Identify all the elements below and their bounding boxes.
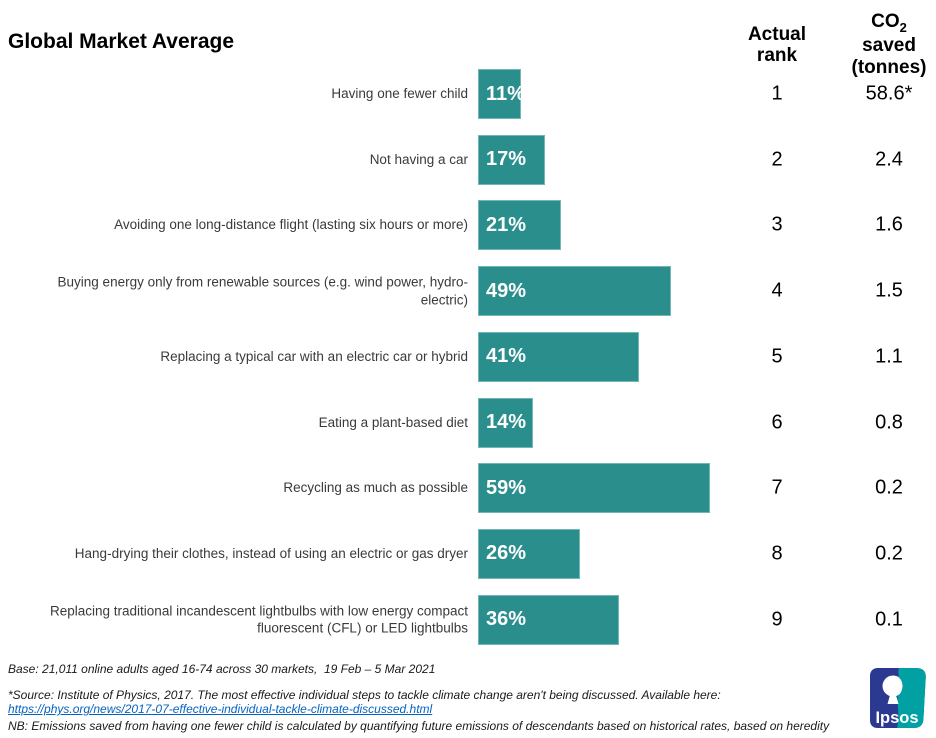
bar: 14% — [478, 397, 533, 448]
chart-row: Replacing a typical car with an electric… — [0, 331, 936, 382]
bar: 17% — [478, 134, 545, 185]
source-note: *Source: Institute of Physics, 2017. The… — [8, 688, 721, 702]
bar-value-label: 11% — [486, 82, 525, 105]
category-label: Eating a plant-based diet — [318, 414, 468, 430]
bar: 21% — [478, 200, 561, 251]
co2-header-saved: saved — [862, 35, 916, 57]
co2-value: 1.5 — [875, 279, 903, 302]
co2-value: 0.2 — [875, 542, 903, 565]
co2-value: 1.6 — [875, 213, 903, 236]
bar-value-label: 41% — [486, 345, 527, 368]
column-header-co2-saved: CO2 saved (tonnes) — [842, 11, 936, 78]
category-label: Hang-drying their clothes, instead of us… — [74, 546, 468, 562]
bar: 49% — [478, 266, 671, 317]
bar-value-label: 14% — [486, 411, 527, 433]
category-label: Buying energy only from renewable source… — [57, 274, 468, 308]
chart-row: Buying energy only from renewable source… — [0, 266, 936, 317]
page-title: Global Market Average — [8, 30, 235, 53]
category-label: Replacing a typical car with an electric… — [160, 349, 468, 365]
co2-value: 1.1 — [875, 345, 903, 368]
chart-row: Having one fewer child 11% 1 58.6* — [0, 69, 936, 119]
column-header-actual-rank: Actual rank — [747, 24, 807, 67]
co2-header-formula: CO2 — [871, 11, 907, 35]
co2-value: 0.2 — [875, 476, 903, 499]
category-label: Not having a car — [369, 151, 468, 167]
rank-value: 1 — [771, 82, 783, 105]
source-link[interactable]: https://phys.org/news/2017-07-effective-… — [8, 702, 433, 716]
bar-value-label: 36% — [486, 608, 527, 631]
bar-value-label: 59% — [486, 476, 527, 499]
bar-value-label: 17% — [486, 148, 527, 171]
bar: 36% — [478, 594, 619, 645]
logo-face-profile — [897, 676, 907, 697]
chart-row: Replacing traditional incandescent light… — [0, 594, 936, 645]
logo-wordmark: Ipsos — [875, 709, 918, 727]
rank-value: 3 — [771, 213, 783, 236]
chart-row: Recycling as much as possible 59% 7 0.2 — [0, 463, 936, 514]
rank-value: 7 — [771, 476, 783, 499]
chart-row: Eating a plant-based diet 14% 6 0.8 — [0, 397, 936, 448]
rank-value: 5 — [771, 345, 783, 368]
bar-value-label: 49% — [486, 279, 527, 302]
bar: 59% — [478, 463, 710, 514]
chart-row: Hang-drying their clothes, instead of us… — [0, 528, 936, 579]
rank-value: 6 — [771, 411, 783, 433]
ipsos-logo: Ipsos — [870, 668, 926, 728]
co2-header-tonnes: (tonnes) — [851, 56, 927, 78]
bar: 11% — [478, 69, 525, 119]
base-note: Base: 21,011 online adults aged 16-74 ac… — [8, 662, 436, 676]
bar: 41% — [478, 331, 639, 382]
co2-value: 58.6* — [865, 82, 913, 105]
bar: 26% — [478, 528, 580, 579]
co2-value: 0.1 — [875, 608, 903, 631]
rank-value: 2 — [771, 148, 783, 171]
chart-row: Not having a car 17% 2 2.4 — [0, 134, 936, 185]
rank-value: 4 — [771, 279, 783, 302]
logo-face-silhouette — [882, 675, 904, 704]
bar-value-label: 21% — [486, 213, 527, 236]
nb-note: NB: Emissions saved from having one fewe… — [8, 719, 830, 733]
bar-value-label: 26% — [486, 542, 527, 565]
rank-value: 8 — [771, 542, 783, 565]
chart-row: Avoiding one long-distance flight (lasti… — [0, 200, 936, 251]
category-label: Recycling as much as possible — [283, 480, 468, 496]
category-label: Having one fewer child — [331, 86, 468, 102]
co2-value: 0.8 — [875, 411, 903, 433]
rank-value: 9 — [771, 608, 783, 631]
category-label: Avoiding one long-distance flight (lasti… — [114, 217, 468, 233]
category-label: Replacing traditional incandescent light… — [50, 603, 468, 636]
co2-value: 2.4 — [875, 148, 903, 171]
